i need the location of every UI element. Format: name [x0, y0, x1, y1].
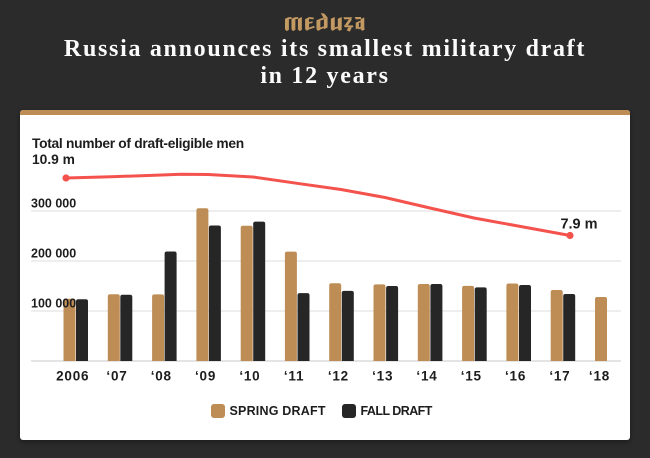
svg-text:‘10: ‘10 — [239, 369, 260, 384]
svg-text:300 000: 300 000 — [31, 197, 76, 211]
svg-text:‘07: ‘07 — [106, 369, 127, 384]
svg-text:‘12: ‘12 — [328, 369, 349, 384]
svg-text:‘17: ‘17 — [549, 369, 570, 384]
svg-text:‘18: ‘18 — [589, 369, 610, 384]
svg-text:‘15: ‘15 — [461, 369, 482, 384]
svg-text:‘16: ‘16 — [505, 369, 526, 384]
svg-text:‘14: ‘14 — [416, 369, 437, 384]
svg-text:100 000: 100 000 — [31, 297, 76, 311]
svg-text:‘08: ‘08 — [151, 369, 172, 384]
svg-text:‘13: ‘13 — [372, 369, 393, 384]
svg-text:7.9 m: 7.9 m — [560, 217, 597, 233]
svg-text:2006: 2006 — [56, 369, 89, 384]
svg-text:‘11: ‘11 — [284, 369, 304, 384]
svg-text:‘09: ‘09 — [195, 369, 216, 384]
svg-text:200 000: 200 000 — [31, 247, 76, 261]
